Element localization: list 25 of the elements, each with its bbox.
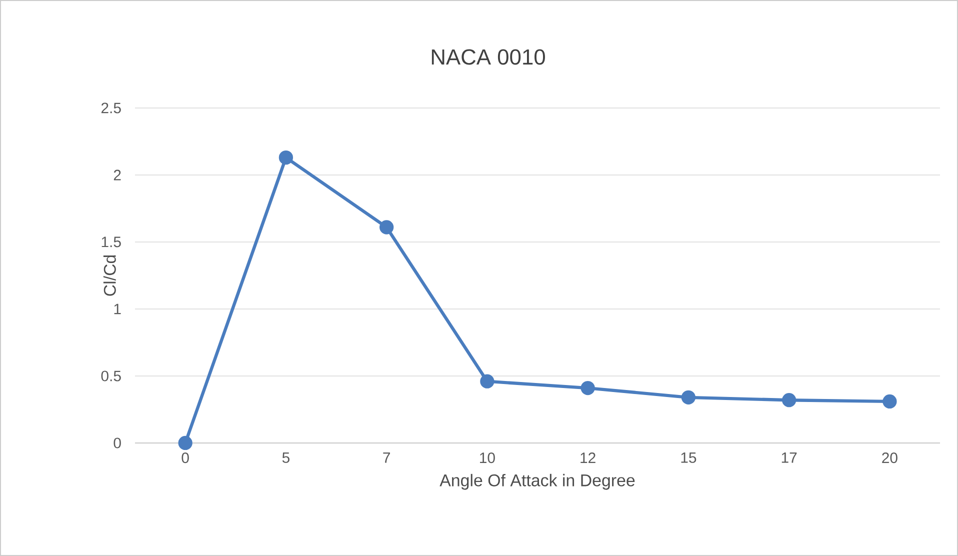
point xyxy=(782,393,796,408)
point xyxy=(178,436,192,450)
x-tick-label: 20 xyxy=(882,452,898,464)
point xyxy=(480,374,494,388)
x-tick-label: 12 xyxy=(580,452,596,463)
point xyxy=(278,150,294,165)
point xyxy=(580,380,595,396)
point xyxy=(379,220,394,234)
y-tick-label: 2 xyxy=(114,170,121,180)
y-tick-label: 0.5 xyxy=(101,370,121,382)
x-tick-label: 10 xyxy=(480,452,495,464)
x-tick-label: 5 xyxy=(282,452,290,463)
x-tick-label: 15 xyxy=(681,452,696,463)
y-axis-title: Cl/Cd xyxy=(103,255,116,296)
y-tick-label: 1.5 xyxy=(102,236,121,248)
point xyxy=(882,394,897,409)
point xyxy=(681,390,696,404)
chart-title: NACA 0010 xyxy=(432,49,545,65)
x-tick-label: 0 xyxy=(182,452,189,464)
x-tick-label: 7 xyxy=(383,452,390,463)
x-axis-title: Angle Of Attack in Degree xyxy=(440,474,635,490)
y-tick-label: 0 xyxy=(114,438,121,448)
y-tick-label: 1 xyxy=(114,304,121,314)
x-tick-label: 17 xyxy=(782,452,797,463)
y-tick-label: 2.5 xyxy=(101,102,121,114)
